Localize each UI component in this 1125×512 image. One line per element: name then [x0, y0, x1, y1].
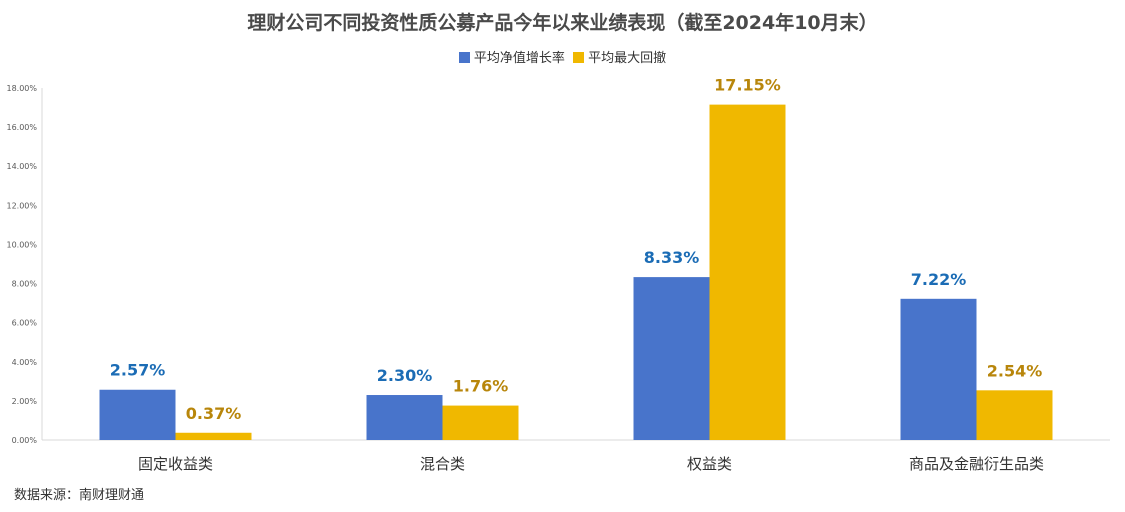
y-tick-label: 2.00% — [12, 397, 38, 406]
legend-label: 平均最大回撤 — [588, 51, 667, 66]
y-tick-label: 14.00% — [6, 162, 37, 171]
bar-max-drawdown — [175, 432, 252, 440]
data-label: 2.57% — [110, 361, 166, 380]
data-label: 17.15% — [714, 76, 781, 95]
bar-growth-rate — [900, 298, 977, 440]
data-label: 8.33% — [644, 248, 700, 267]
y-tick-label: 0.00% — [12, 436, 38, 445]
legend: 平均净值增长率 平均最大回撤 — [0, 47, 1125, 66]
data-label: 2.30% — [377, 366, 433, 385]
data-label: 1.76% — [453, 377, 509, 396]
y-tick-label: 16.00% — [6, 123, 37, 132]
data-label: 0.37% — [186, 404, 242, 423]
legend-label: 平均净值增长率 — [473, 51, 565, 66]
source-note: 数据来源：南财理财通 — [14, 488, 145, 503]
legend-swatch-yellow — [573, 52, 585, 63]
y-tick-label: 4.00% — [12, 358, 38, 367]
legend-swatch-blue — [458, 52, 470, 63]
x-category-label: 混合类 — [420, 455, 465, 473]
y-tick-label: 6.00% — [12, 319, 38, 328]
bar-growth-rate — [366, 395, 443, 440]
chart-title: 理财公司不同投资性质公募产品今年以来业绩表现（截至2024年10月末） — [247, 12, 878, 34]
bar-growth-rate — [633, 277, 710, 440]
bar-growth-rate — [99, 389, 176, 440]
y-tick-label: 12.00% — [6, 201, 37, 210]
bar-max-drawdown — [976, 390, 1053, 440]
y-tick-label: 8.00% — [12, 280, 38, 289]
y-tick-label: 10.00% — [6, 240, 37, 249]
x-category-label: 商品及金融衍生品类 — [909, 455, 1044, 473]
bar-max-drawdown — [442, 405, 519, 440]
bar-max-drawdown — [709, 104, 786, 440]
legend-item-series-2[interactable]: 平均最大回撤 — [573, 47, 666, 66]
y-tick-label: 18.00% — [6, 84, 37, 93]
data-label: 2.54% — [987, 361, 1043, 380]
x-category-label: 权益类 — [687, 455, 732, 473]
data-label: 7.22% — [911, 270, 967, 289]
x-category-label: 固定收益类 — [138, 455, 213, 473]
legend-item-series-1[interactable]: 平均净值增长率 — [458, 47, 565, 66]
